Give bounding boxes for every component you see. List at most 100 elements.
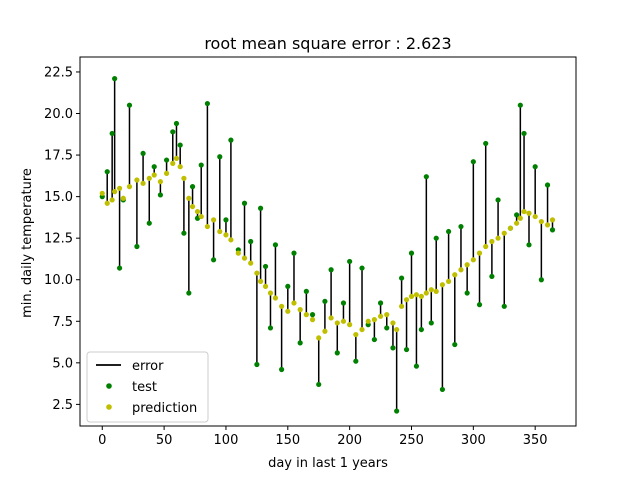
prediction-point [262, 283, 269, 289]
test-point [248, 238, 254, 245]
test-point [390, 345, 396, 351]
test-point [384, 325, 390, 331]
test-point [489, 273, 495, 280]
prediction-point [390, 320, 396, 326]
test-point [241, 200, 248, 206]
prediction-point [328, 315, 334, 321]
prediction-point [173, 155, 180, 161]
x-axis-ticks: 0 50 100 150 200 250 300 350 [98, 426, 548, 448]
prediction-point [428, 287, 434, 293]
legend-box [86, 351, 209, 423]
prediction-point [398, 303, 405, 309]
test-point [109, 130, 115, 137]
test-point [371, 336, 377, 343]
prediction-point [177, 164, 183, 170]
test-point [353, 358, 359, 364]
x-tick-label: 100 [214, 433, 239, 448]
test-point [177, 142, 183, 148]
test-point [439, 386, 446, 393]
prediction-point [198, 213, 204, 220]
prediction-point [194, 208, 201, 215]
test-point [476, 302, 483, 308]
prediction-point [228, 237, 234, 243]
prediction-point [532, 213, 538, 220]
prediction-point [423, 290, 429, 296]
legend-test-swatch [106, 383, 112, 389]
test-point [433, 235, 439, 241]
prediction-point [254, 270, 260, 276]
test-point [257, 205, 264, 211]
test-point [458, 223, 464, 230]
test-point [501, 303, 507, 309]
prediction-point [303, 312, 309, 318]
test-point [210, 257, 217, 263]
prediction-point [104, 200, 110, 206]
prediction-point [517, 215, 523, 221]
y-axis-label: min. daily temperature [20, 168, 35, 318]
prediction-point [521, 208, 527, 215]
plot-frame [79, 56, 577, 427]
test-point [445, 228, 452, 235]
prediction-point [394, 326, 400, 333]
prediction-point [235, 250, 241, 256]
test-point [204, 100, 211, 107]
prediction-point [120, 195, 126, 201]
prediction-point [223, 232, 229, 238]
test-point [514, 212, 520, 218]
test-point [170, 129, 176, 135]
y-tick-label: 7.5 [52, 315, 73, 330]
test-point [398, 275, 405, 281]
prediction-point [359, 326, 365, 333]
test-point [544, 182, 551, 188]
prediction-point [99, 190, 105, 196]
prediction-point [126, 184, 133, 190]
test-point [464, 290, 470, 296]
test-point [279, 366, 285, 373]
prediction-point [291, 300, 297, 306]
prediction-point [413, 292, 420, 298]
test-point [198, 162, 204, 168]
legend-prediction-swatch [106, 404, 112, 410]
prediction-point [151, 172, 157, 178]
prediction-point [495, 235, 501, 241]
prediction-point [272, 295, 279, 301]
test-point [291, 250, 297, 256]
prediction-point [377, 313, 384, 319]
prediction-point [458, 267, 464, 273]
y-tick-label: 5.0 [52, 356, 73, 371]
test-point [316, 381, 322, 388]
prediction-point [501, 230, 507, 236]
x-tick-label: 250 [399, 433, 424, 448]
test-point [394, 408, 400, 414]
test-point [532, 164, 538, 170]
test-point [521, 130, 527, 137]
prediction-point [340, 318, 347, 324]
prediction-point [544, 222, 551, 228]
test-point [340, 300, 347, 306]
legend: error test prediction [86, 351, 209, 423]
prediction-point [210, 217, 217, 223]
prediction-point [483, 243, 489, 250]
y-tick-label: 22.5 [44, 65, 73, 80]
test-point [549, 227, 556, 233]
prediction-point [418, 293, 424, 299]
y-tick-label: 10.0 [44, 273, 73, 288]
prediction-point [445, 278, 452, 284]
test-point [186, 290, 192, 296]
prediction-point [408, 293, 415, 299]
prediction-point [109, 197, 115, 203]
test-point [267, 325, 274, 331]
test-point [408, 250, 415, 256]
test-point [418, 326, 424, 333]
y-tick-label: 12.5 [44, 232, 73, 247]
prediction-point [538, 218, 544, 225]
prediction-point [309, 317, 316, 323]
prediction-point [134, 177, 140, 183]
test-point [495, 197, 501, 203]
prediction-point [267, 290, 274, 296]
prediction-point [464, 262, 470, 268]
test-point [322, 298, 328, 304]
prediction-point [285, 308, 291, 314]
test-point [347, 258, 353, 265]
